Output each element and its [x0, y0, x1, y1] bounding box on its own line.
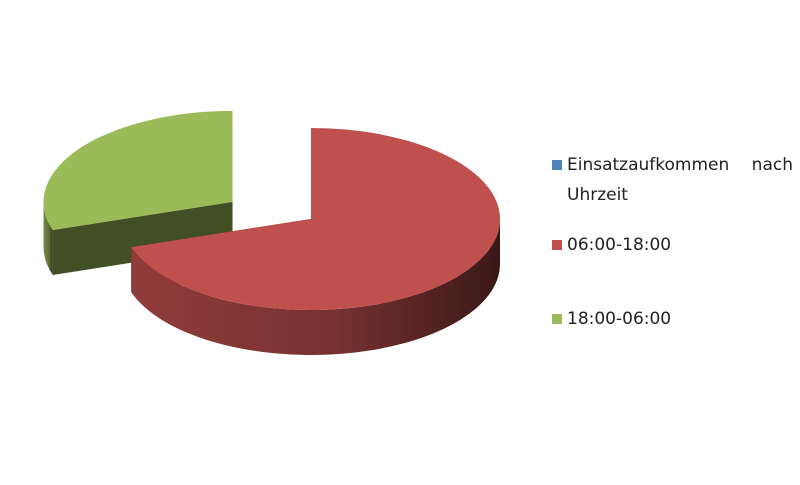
slice-cut-face — [52, 201, 233, 276]
legend-entry: 18:00-06:00 — [552, 304, 793, 334]
slice — [43, 110, 233, 231]
legend: Einsatzaufkommen nach Uhrzeit 06:00-18:00… — [552, 150, 800, 378]
legend-label: 06:00-18:00 — [567, 235, 672, 255]
legend-swatch — [552, 160, 562, 170]
slice-side — [131, 219, 501, 355]
legend-swatch — [552, 240, 562, 250]
legend-label: Einsatzaufkommen nach Uhrzeit — [567, 155, 793, 205]
legend-swatch — [552, 314, 562, 324]
legend-entry: Einsatzaufkommen nach Uhrzeit — [552, 150, 793, 210]
legend-entry: 06:00-18:00 — [552, 230, 793, 260]
slice — [131, 128, 501, 310]
slice-side — [43, 201, 53, 276]
legend-label: 18:00-06:00 — [567, 309, 672, 329]
